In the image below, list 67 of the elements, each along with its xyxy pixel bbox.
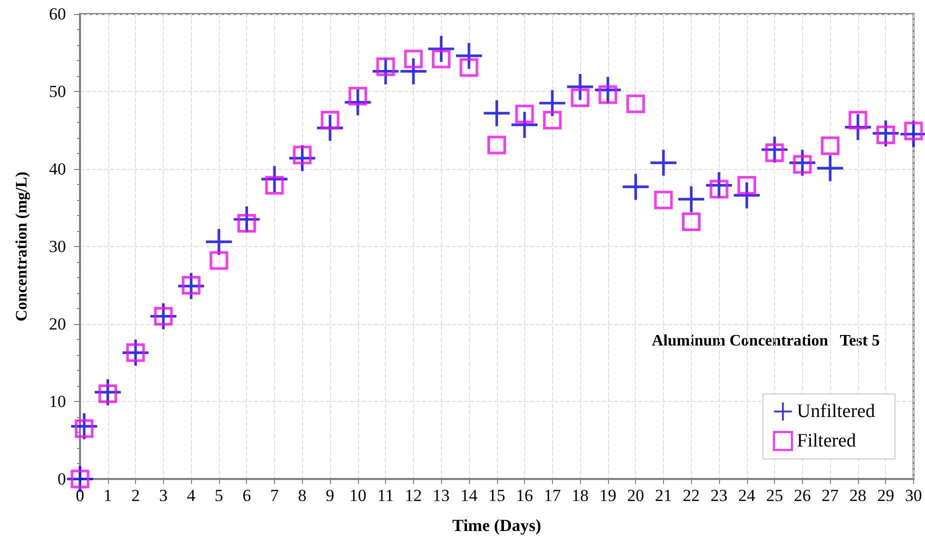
x-tick-label: 23 (710, 486, 728, 505)
point (400, 58, 426, 84)
point (682, 212, 700, 231)
legend-label: Unfiltered (796, 401, 876, 422)
x-tick-label: 7 (270, 486, 280, 505)
x-tick-label: 21 (654, 486, 672, 505)
x-tick-label: 27 (822, 486, 840, 505)
x-tick-label: 13 (432, 486, 450, 505)
point (404, 50, 423, 68)
x-tick-label: 0 (76, 486, 84, 505)
point (654, 190, 673, 210)
point (622, 174, 649, 200)
annotation: Aluminum Concentration Test 5 (652, 332, 880, 350)
x-tick-label: 1 (104, 486, 112, 505)
point (738, 176, 756, 195)
x-tick-label: 24 (738, 486, 756, 505)
x-tick-label: 20 (627, 486, 644, 505)
point (206, 228, 232, 255)
point (817, 155, 844, 182)
x-tick-label: 10 (349, 486, 366, 505)
point (460, 58, 478, 77)
point (456, 42, 482, 69)
point (515, 104, 534, 124)
x-tick-label: 26 (794, 486, 811, 505)
x-axis-title: Time (Days) (452, 516, 542, 535)
y-tick-label: 30 (49, 237, 66, 256)
point (488, 136, 506, 154)
point (484, 100, 510, 126)
x-tick-label: 17 (544, 486, 562, 505)
point (570, 88, 590, 107)
legend-label: Filtered (796, 430, 857, 452)
x-tick-label: 19 (599, 486, 616, 505)
y-axis-title: Concentration (mg/L) (14, 172, 30, 322)
x-tick-label: 12 (404, 486, 422, 505)
point (210, 251, 228, 270)
y-tick-label: 10 (49, 392, 66, 411)
x-tick-label: 18 (572, 486, 589, 505)
y-tick-label: 40 (49, 160, 66, 178)
x-tick-label: 5 (214, 486, 224, 505)
x-tick-label: 28 (849, 486, 866, 505)
x-tick-label: 25 (766, 486, 784, 505)
point (539, 90, 566, 116)
x-tick-label: 8 (298, 486, 307, 505)
x-tick-label: 30 (905, 486, 922, 505)
y-tick-label: 20 (49, 314, 66, 334)
point (512, 112, 538, 138)
point (626, 94, 645, 114)
x-tick-label: 9 (326, 486, 334, 505)
point (820, 136, 840, 155)
point (678, 186, 704, 212)
x-tick-label: 6 (242, 486, 251, 505)
x-tick-label: 11 (377, 486, 394, 505)
x-tick-label: 29 (877, 486, 894, 505)
point (650, 150, 676, 176)
x-tick-label: 2 (131, 486, 140, 505)
point (543, 110, 562, 130)
x-tick-label: 3 (159, 486, 168, 505)
point (567, 74, 594, 100)
x-tick-label: 16 (516, 486, 534, 505)
x-tick-label: 22 (682, 486, 700, 505)
y-tick-label: 60 (49, 4, 66, 24)
point (432, 50, 450, 68)
x-tick-label: 15 (488, 486, 506, 505)
y-tick-label: 0 (58, 470, 66, 488)
x-tick-label: 4 (186, 486, 196, 505)
x-tick-label: 14 (460, 486, 478, 505)
y-tick-label: 50 (49, 82, 66, 101)
